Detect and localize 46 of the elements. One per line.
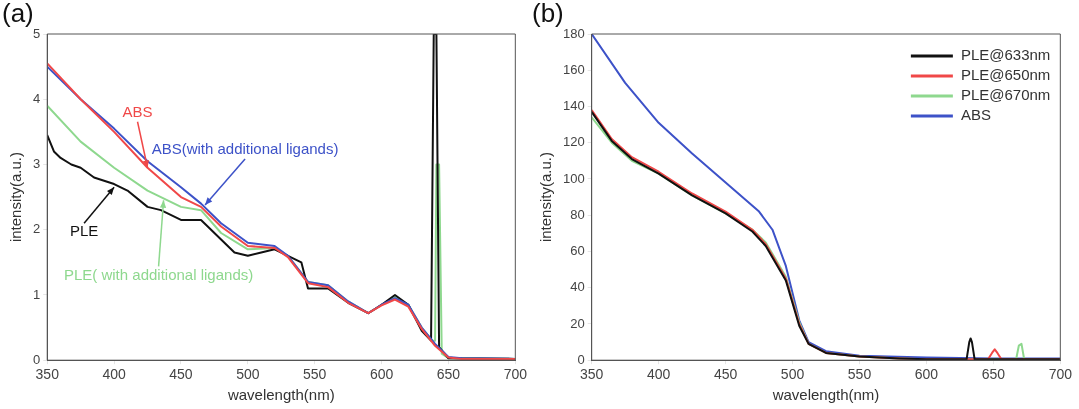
x-tick-label: 400	[102, 366, 126, 383]
x-tick-label: 450	[713, 366, 738, 383]
x-tick-label: 700	[1048, 366, 1073, 383]
legend-label: ABS	[960, 106, 991, 124]
x-tick-label: 700	[503, 366, 528, 383]
x-tick-label: 550	[303, 366, 327, 383]
y-tick-label: 2	[33, 221, 41, 237]
legend-label: PLE@650nm	[960, 66, 1051, 84]
y-tick-label: 40	[570, 279, 585, 295]
y-axis-title: intensity(a.u.)	[537, 152, 555, 243]
y-tick-label: 160	[562, 61, 585, 77]
y-tick-label: 0	[577, 351, 585, 367]
annotation: ABS(with additional ligands)	[151, 140, 339, 158]
x-axis-title: wavelength(nm)	[771, 386, 880, 404]
x-tick-label: 350	[35, 366, 60, 383]
y-tick-label: 180	[562, 25, 585, 41]
y-tick-label: 100	[562, 170, 585, 186]
chart-title: (b)	[532, 0, 564, 29]
y-tick-label: 1	[33, 286, 41, 302]
y-tick-label: 20	[570, 315, 585, 331]
x-tick-label: 650	[436, 366, 461, 383]
x-tick-label: 650	[981, 366, 1006, 383]
annotation: ABS	[122, 102, 153, 120]
x-tick-label: 500	[236, 366, 260, 383]
y-tick-label: 5	[33, 25, 41, 41]
x-tick-label: 400	[646, 366, 671, 383]
y-tick-label: 60	[570, 243, 585, 259]
x-tick-label: 500	[780, 366, 805, 383]
legend-label: PLE@633nm	[960, 46, 1051, 64]
y-tick-label: 140	[562, 98, 585, 114]
y-tick-label: 3	[33, 156, 41, 172]
y-tick-label: 0	[33, 351, 41, 367]
x-tick-label: 600	[914, 366, 939, 383]
x-tick-label: 550	[847, 366, 872, 383]
y-tick-label: 80	[570, 206, 585, 222]
legend-label: PLE@670nm	[960, 86, 1051, 104]
y-tick-label: 4	[33, 90, 41, 106]
x-tick-label: 350	[580, 366, 604, 383]
annotation: PLE( with additional ligands)	[63, 265, 254, 283]
chart-title: (a)	[2, 0, 34, 29]
y-axis-title: intensity(a.u.)	[7, 152, 25, 243]
y-tick-label: 120	[562, 134, 585, 150]
x-axis-title: wavelength(nm)	[226, 386, 335, 404]
x-tick-label: 600	[369, 366, 394, 383]
x-tick-label: 450	[169, 366, 193, 383]
annotation: PLE	[69, 222, 99, 240]
